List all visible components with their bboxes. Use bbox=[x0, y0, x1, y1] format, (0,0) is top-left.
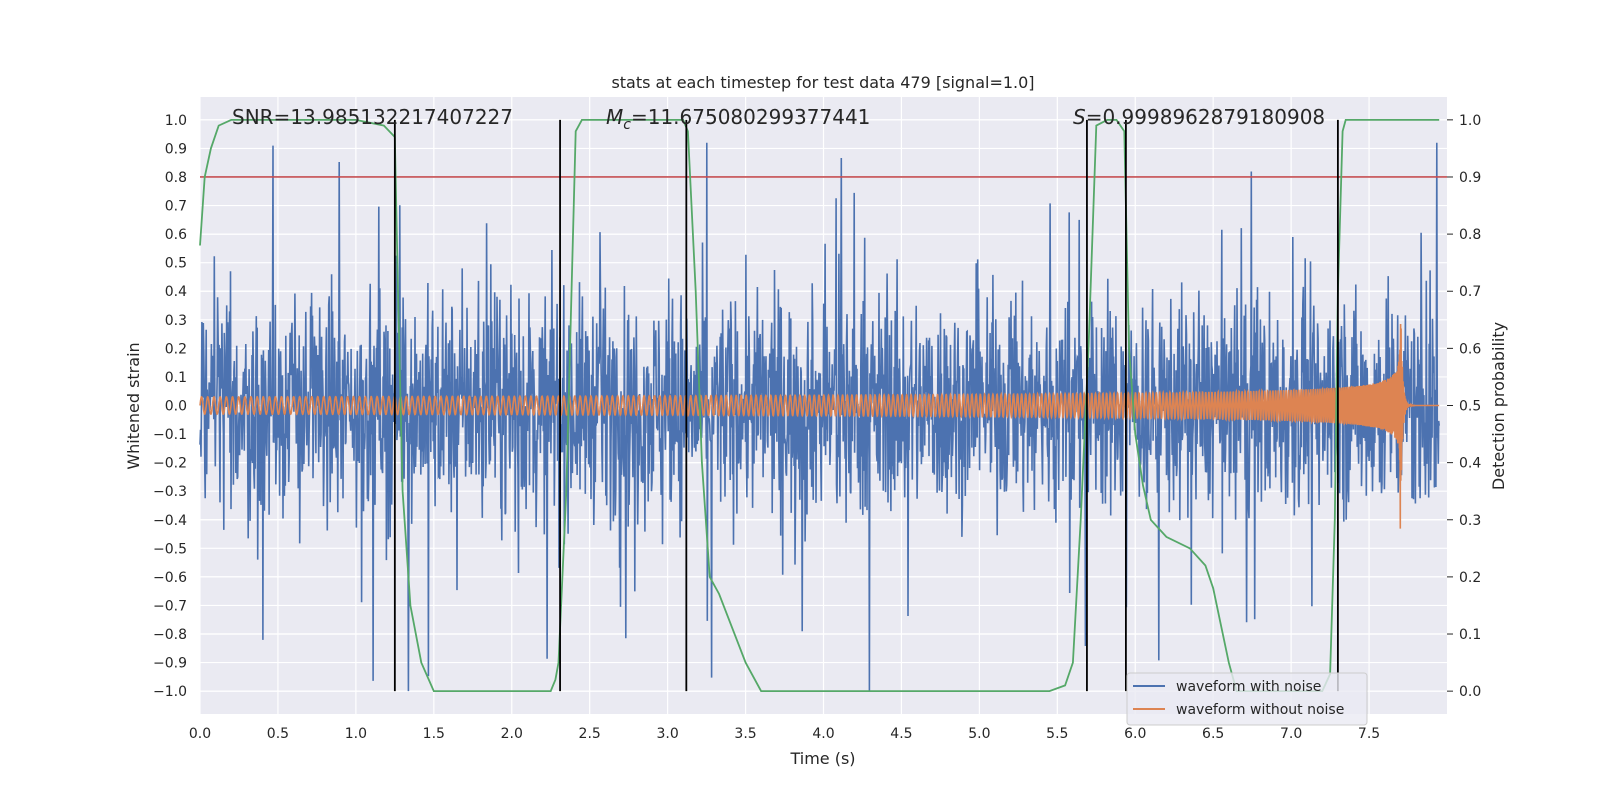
x-tick-label: 1.5 bbox=[423, 726, 445, 742]
x-tick-label: 5.0 bbox=[968, 726, 990, 742]
series-waveform-without-noise bbox=[199, 323, 1440, 529]
y2-tick-label: 0.7 bbox=[1459, 284, 1481, 300]
y2-tick-label: 0.3 bbox=[1459, 513, 1481, 529]
snr-prefix: SNR= bbox=[232, 105, 290, 129]
y2-tick-label: 0.9 bbox=[1459, 170, 1481, 186]
x-axis-label: Time (s) bbox=[789, 749, 855, 768]
mc-subscript: c bbox=[623, 117, 631, 133]
y2-axis-ticks: 1.0 0.9 0.8 0.7 0.6 0.5 0.4 0.3 0.2 0.1 0.0 bbox=[1447, 113, 1481, 700]
y-tick-label: 0.8 bbox=[165, 170, 187, 186]
mc-value: =11.675080299377441 bbox=[631, 105, 870, 129]
chirp-mass-annotation: Mc=11.675080299377441 bbox=[606, 105, 870, 133]
x-tick-label: 0.5 bbox=[267, 726, 289, 742]
y-tick-label: 0.2 bbox=[165, 341, 187, 357]
legend-box bbox=[1126, 672, 1368, 726]
y-tick-label: −0.1 bbox=[153, 427, 187, 443]
y-tick-label: −0.8 bbox=[153, 627, 187, 643]
y2-tick-label: 1.0 bbox=[1459, 113, 1481, 129]
y-tick-label: 0.6 bbox=[165, 227, 187, 243]
y-tick-label: 0.4 bbox=[165, 284, 187, 300]
waveform-without-noise-line bbox=[199, 323, 1440, 529]
y2-tick-label: 0.0 bbox=[1459, 684, 1481, 700]
x-tick-label: 0.0 bbox=[189, 726, 211, 742]
x-tick-label: 2.5 bbox=[579, 726, 601, 742]
mc-symbol: M bbox=[606, 105, 623, 129]
x-tick-label: 4.0 bbox=[812, 726, 834, 742]
x-tick-label: 4.5 bbox=[890, 726, 912, 742]
x-tick-label: 3.5 bbox=[734, 726, 756, 742]
y2-axis-label: Detection probability bbox=[1489, 322, 1508, 490]
y-tick-label: −1.0 bbox=[153, 684, 187, 700]
y-tick-label: 0.0 bbox=[165, 399, 187, 415]
y-tick-label: −0.2 bbox=[153, 456, 187, 472]
x-tick-label: 7.5 bbox=[1358, 726, 1380, 742]
y-tick-label: 0.7 bbox=[165, 199, 187, 215]
s-symbol: S bbox=[1073, 105, 1086, 129]
x-tick-label: 1.0 bbox=[345, 726, 367, 742]
y-tick-label: −0.9 bbox=[153, 656, 187, 672]
snr-annotation: SNR=13.985132217407227 bbox=[232, 105, 513, 129]
x-tick-label: 6.0 bbox=[1124, 726, 1146, 742]
y2-tick-label: 0.4 bbox=[1459, 456, 1481, 472]
x-tick-label: 3.0 bbox=[656, 726, 678, 742]
x-axis-ticks: 0.0 0.5 1.0 1.5 2.0 2.5 3.0 3.5 4.0 4.5 5.0 5.5 6.0 6… bbox=[189, 726, 1380, 742]
y-tick-label: −0.4 bbox=[153, 513, 187, 529]
legend-entry-noisy: waveform with noise bbox=[1176, 679, 1321, 695]
snr-value: 13.985132217407227 bbox=[290, 105, 513, 129]
y2-tick-label: 0.1 bbox=[1459, 627, 1481, 643]
x-tick-label: 5.5 bbox=[1046, 726, 1068, 742]
x-tick-label: 2.0 bbox=[501, 726, 523, 742]
y2-tick-label: 0.6 bbox=[1459, 341, 1481, 357]
y-axis-ticks: 1.0 0.9 0.8 0.7 0.6 0.5 0.4 0.3 0.2 0.1 0.0 −0.1 −0.… bbox=[153, 113, 187, 700]
detection-probability-line bbox=[199, 119, 1440, 692]
legend: waveform with noise waveform without noi… bbox=[1126, 672, 1368, 726]
x-tick-label: 6.5 bbox=[1202, 726, 1224, 742]
y-tick-label: 0.9 bbox=[165, 141, 187, 157]
y-tick-label: 0.5 bbox=[165, 256, 187, 272]
vertical-lines bbox=[393, 119, 1339, 692]
x-tick-label: 7.0 bbox=[1280, 726, 1302, 742]
legend-entry-clean: waveform without noise bbox=[1176, 702, 1344, 718]
s-value: =0.9998962879180908 bbox=[1086, 105, 1325, 129]
y2-tick-label: 0.2 bbox=[1459, 570, 1481, 586]
y-axis-label: Whitened strain bbox=[124, 342, 143, 469]
y-tick-label: 0.1 bbox=[165, 370, 187, 386]
y-tick-label: 0.3 bbox=[165, 313, 187, 329]
y-tick-label: −0.5 bbox=[153, 541, 187, 557]
y-tick-label: −0.7 bbox=[153, 598, 187, 614]
series-detection-probability bbox=[199, 119, 1440, 692]
y-tick-label: −0.3 bbox=[153, 484, 187, 500]
s-annotation: S=0.9998962879180908 bbox=[1073, 105, 1325, 129]
chart-title: stats at each timestep for test data 479… bbox=[611, 73, 1034, 92]
y-tick-label: −0.6 bbox=[153, 570, 187, 586]
y-tick-label: 1.0 bbox=[165, 113, 187, 129]
y2-tick-label: 0.8 bbox=[1459, 227, 1481, 243]
y2-tick-label: 0.5 bbox=[1459, 399, 1481, 415]
